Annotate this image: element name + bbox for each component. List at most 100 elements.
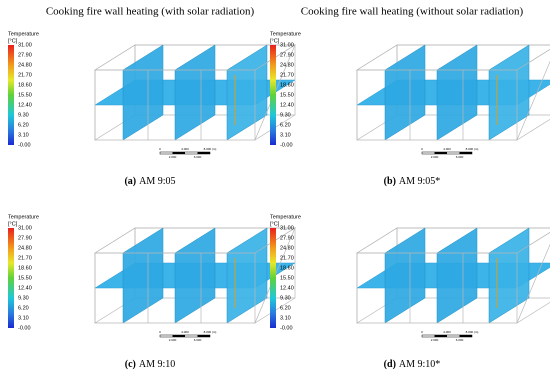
legend-title: Temperature	[8, 31, 39, 37]
wall-plane	[174, 44, 216, 141]
scale-bar	[459, 152, 472, 154]
header: Cooking fire wall heating (with solar ra…	[46, 6, 255, 18]
colorbar-label: 31.00	[280, 225, 294, 231]
colorbar-label: 21.70	[280, 255, 294, 261]
scale-label: 4.000	[181, 147, 189, 151]
caption: (a) AM 9:05	[124, 176, 175, 187]
scale-label: 4.000	[181, 330, 189, 334]
colorbar-label: -0.00	[18, 325, 31, 331]
scale-label: 4.000	[443, 330, 451, 334]
colorbar-label: 27.90	[18, 235, 32, 241]
colorbar-label: 18.60	[280, 265, 294, 271]
scale-label: 2.000	[169, 155, 177, 159]
caption-text: AM 9:10	[139, 359, 175, 370]
scale-label: 6.000	[456, 155, 464, 159]
colorbar-label: 12.40	[18, 285, 32, 291]
colorbar-label: 31.00	[18, 42, 32, 48]
scale-label: 6.000	[194, 338, 202, 342]
legend-unit: [°C]	[8, 38, 18, 44]
wall-plane	[436, 44, 478, 141]
wall-plane	[122, 44, 164, 141]
colorbar-label: 12.40	[280, 285, 294, 291]
caption-text: AM 9:05*	[399, 176, 440, 187]
colorbar-label: 12.40	[18, 102, 32, 108]
caption-text: AM 9:10*	[399, 359, 440, 370]
scale-label: 8.000 (m)	[466, 330, 479, 334]
colorbar-label: 9.30	[18, 112, 29, 118]
legend-title: Temperature	[270, 214, 301, 220]
colorbar-label: 9.30	[18, 295, 29, 301]
colorbar-label: 6.20	[18, 122, 29, 128]
colorbar-label: 3.10	[18, 132, 29, 138]
colorbar	[270, 45, 276, 145]
colorbar-label: 31.00	[280, 42, 294, 48]
colorbar-label: 12.40	[280, 102, 294, 108]
scale-label: 0	[159, 147, 161, 151]
wall-plane	[174, 227, 216, 324]
caption-label: (a)	[124, 176, 136, 187]
wall-plane	[122, 227, 164, 324]
wall-plane	[384, 227, 426, 324]
panel: Temperature[°C]31.0027.9024.8021.7018.60…	[8, 31, 297, 187]
caption-label: (d)	[384, 359, 396, 370]
legend-title: Temperature	[270, 31, 301, 37]
colorbar-label: 24.80	[18, 62, 32, 68]
header: Cooking fire wall heating (without solar…	[301, 6, 524, 18]
caption: (b) AM 9:05*	[384, 176, 441, 187]
colorbar-label: 27.90	[280, 235, 294, 241]
colorbar-label: 18.60	[18, 265, 32, 271]
wall-plane	[384, 44, 426, 141]
colorbar-label: 15.50	[280, 92, 294, 98]
scale-label: 8.000 (m)	[204, 147, 217, 151]
colorbar-label: -0.00	[280, 325, 293, 331]
colorbar-label: 27.90	[280, 52, 294, 58]
colorbar-label: 3.10	[280, 132, 291, 138]
colorbar-label: 3.10	[18, 315, 29, 321]
legend-title: Temperature	[8, 214, 39, 220]
colorbar	[8, 45, 14, 145]
colorbar-label: 18.60	[18, 82, 32, 88]
colorbar-label: 24.80	[280, 62, 294, 68]
legend-unit: [°C]	[270, 221, 280, 227]
panel: Temperature[°C]31.0027.9024.8021.7018.60…	[270, 31, 550, 187]
scale-label: 8.000 (m)	[466, 147, 479, 151]
caption-text: AM 9:05	[139, 176, 175, 187]
scale-label: 8.000 (m)	[204, 330, 217, 334]
caption: (c) AM 9:10	[125, 359, 176, 370]
colorbar-label: 15.50	[280, 275, 294, 281]
colorbar-label: 3.10	[280, 315, 291, 321]
caption-label: (c)	[125, 359, 136, 370]
scale-bar	[197, 335, 210, 337]
caption: (d) AM 9:10*	[384, 359, 441, 370]
scale-bar	[172, 152, 185, 154]
scale-label: 2.000	[431, 338, 439, 342]
wire-box	[516, 48, 550, 141]
colorbar-label: 9.30	[280, 112, 291, 118]
scale-bar	[434, 152, 447, 154]
colorbar-label: 9.30	[280, 295, 291, 301]
legend-unit: [°C]	[270, 38, 280, 44]
colorbar-label: 6.20	[280, 305, 291, 311]
legend-unit: [°C]	[8, 221, 18, 227]
scale-bar	[197, 152, 210, 154]
scale-label: 6.000	[194, 155, 202, 159]
scale-label: 2.000	[169, 338, 177, 342]
colorbar-label: 27.90	[18, 52, 32, 58]
scale-label: 6.000	[456, 338, 464, 342]
scale-label: 2.000	[431, 155, 439, 159]
colorbar-label: 24.80	[18, 245, 32, 251]
scale-bar	[172, 335, 185, 337]
panel: Temperature[°C]31.00 27.90 24.80 21.70 18.60…	[270, 214, 550, 370]
colorbar-label: -0.00	[280, 142, 293, 148]
colorbar-label: 24.80	[280, 245, 294, 251]
scale-bar	[459, 335, 472, 337]
colorbar-label: 21.70	[18, 255, 32, 261]
colorbar-label: 6.20	[280, 122, 291, 128]
colorbar-label: 21.70	[18, 72, 32, 78]
scale-label: 4.000	[443, 147, 451, 151]
scale-label: 0	[421, 330, 423, 334]
panel: Temperature[°C]31.0027.9024.8021.7018.60…	[8, 214, 297, 370]
caption-label: (b)	[384, 176, 396, 187]
colorbar-label: 31.00	[18, 225, 32, 231]
colorbar-label: 18.60	[280, 82, 294, 88]
